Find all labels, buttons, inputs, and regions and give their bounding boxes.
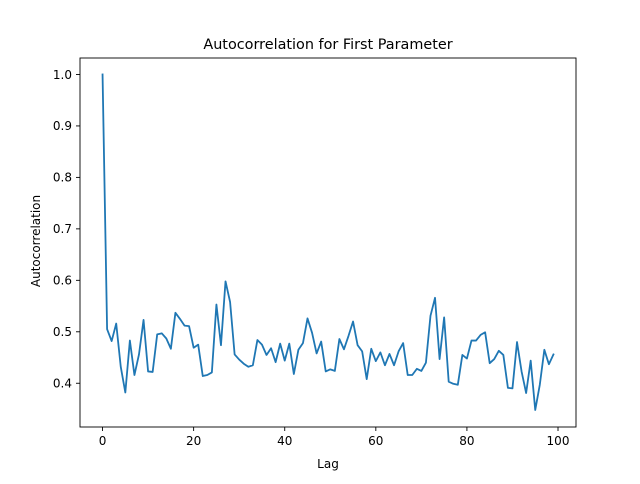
y-tick-label: 0.4	[53, 377, 72, 391]
y-axis: 0.4 0.5 0.6 0.7 0.8 0.9 1.0	[53, 68, 80, 391]
y-tick-label: 0.9	[53, 119, 72, 133]
chart-title: Autocorrelation for First Parameter	[203, 37, 452, 53]
x-tick-label: 0	[99, 434, 107, 448]
y-tick-label: 0.5	[53, 325, 72, 339]
x-tick-label: 40	[277, 434, 292, 448]
x-tick-label: 60	[368, 434, 383, 448]
y-axis-label: Autocorrelation	[29, 195, 43, 287]
x-axis-label: Lag	[317, 457, 339, 471]
plot-area	[79, 57, 577, 428]
y-tick-label: 0.7	[53, 222, 72, 236]
y-tick-label: 1.0	[53, 68, 72, 82]
axes-frame	[79, 57, 577, 428]
y-tick-label: 0.8	[53, 171, 72, 185]
y-tick-label: 0.6	[53, 274, 72, 288]
series-line-0	[101, 73, 555, 411]
x-axis: 0 20 40 60 80 100	[99, 427, 570, 448]
x-tick-label: 100	[547, 434, 570, 448]
x-tick-label: 20	[186, 434, 201, 448]
x-tick-label: 80	[459, 434, 474, 448]
